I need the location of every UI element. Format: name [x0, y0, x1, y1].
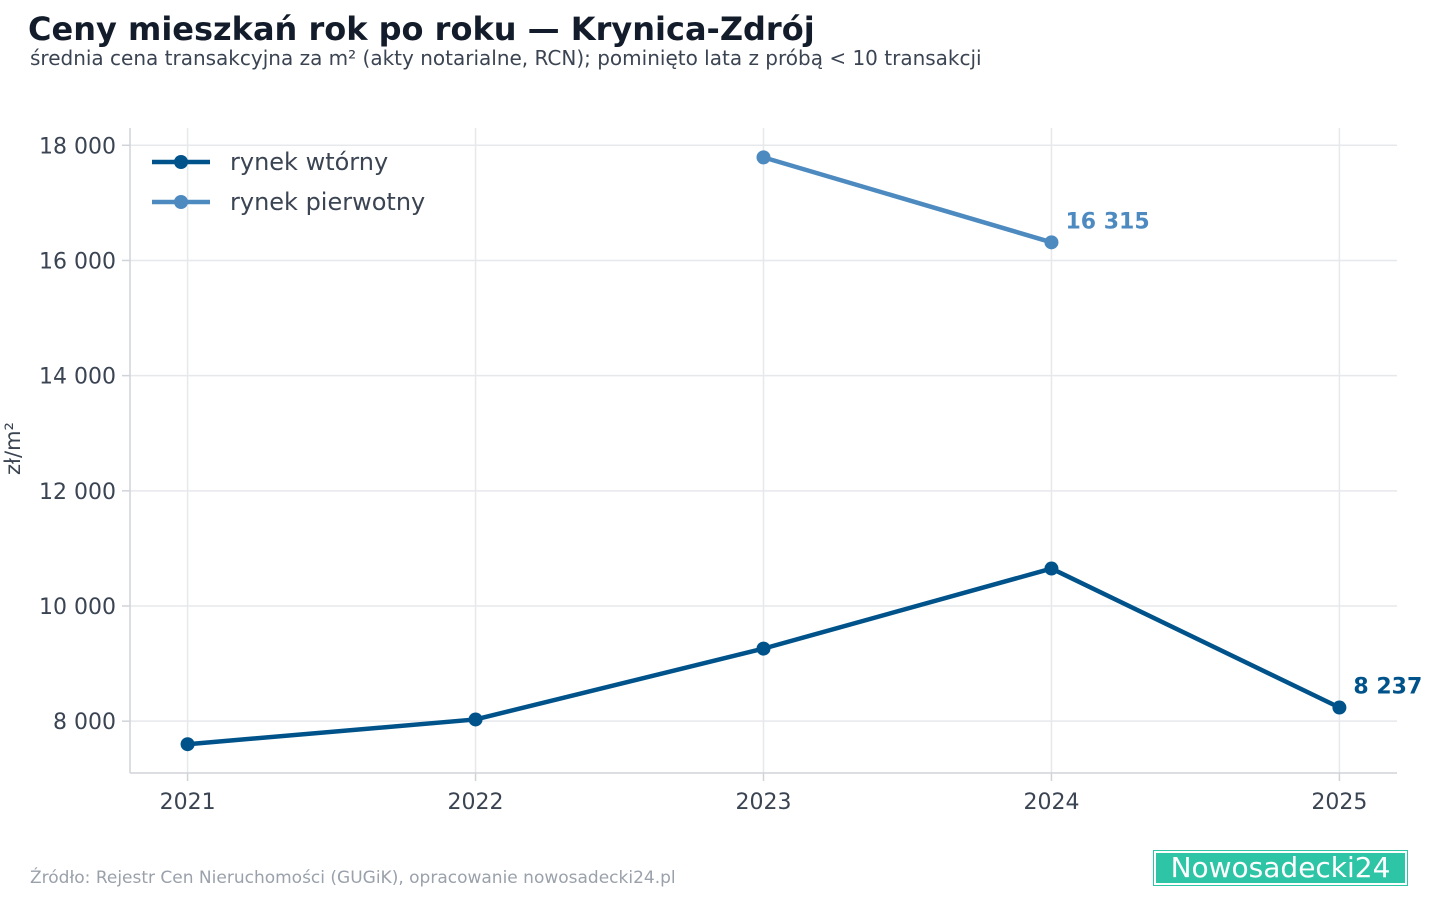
chart-subtitle: średnia cena transakcyjna za m² (akty no…	[30, 46, 982, 70]
axes: 8 000 10 000 12 000 14 000 16 000 18 000 2021 2…	[1, 128, 1397, 815]
legend: rynek wtórny rynek pierwotny	[152, 148, 425, 216]
data-point	[468, 712, 483, 727]
y-tick-label: 14 000	[39, 365, 116, 390]
x-tick-label: 2023	[736, 790, 792, 815]
brand-logo[interactable]: Nowosadecki24	[1154, 851, 1407, 885]
data-point	[756, 641, 771, 656]
series-line-1	[761, 155, 1054, 245]
y-tick-label: 18 000	[39, 134, 116, 159]
y-tick-label: 16 000	[39, 249, 116, 274]
x-tick-label: 2025	[1311, 790, 1367, 815]
y-tick-label: 12 000	[39, 480, 116, 505]
legend-swatch-marker	[174, 155, 188, 169]
legend-swatch-marker	[174, 195, 188, 209]
x-tick-label: 2024	[1023, 790, 1079, 815]
grid	[130, 128, 1397, 773]
chart-title: Ceny mieszkań rok po roku — Krynica-Zdró…	[28, 10, 815, 48]
series-layer	[180, 150, 1347, 752]
y-tick-label: 8 000	[53, 710, 116, 735]
data-point	[1044, 235, 1059, 250]
data-point	[1332, 700, 1347, 715]
source-note: Źródło: Rejestr Cen Nieruchomości (GUGiK…	[30, 868, 676, 888]
x-tick-label: 2022	[448, 790, 504, 815]
y-tick-label: 10 000	[39, 595, 116, 620]
legend-label: rynek pierwotny	[230, 188, 425, 216]
legend-label: rynek wtórny	[230, 148, 388, 176]
data-point	[180, 737, 195, 752]
data-labels: 8 237 16 315	[1065, 209, 1422, 699]
data-point	[1044, 561, 1059, 576]
y-axis-label: zł/m²	[1, 422, 25, 475]
end-value-label: 16 315	[1065, 209, 1149, 234]
end-value-label: 8 237	[1353, 675, 1422, 700]
x-tick-label: 2021	[160, 790, 216, 815]
data-point	[756, 150, 771, 165]
